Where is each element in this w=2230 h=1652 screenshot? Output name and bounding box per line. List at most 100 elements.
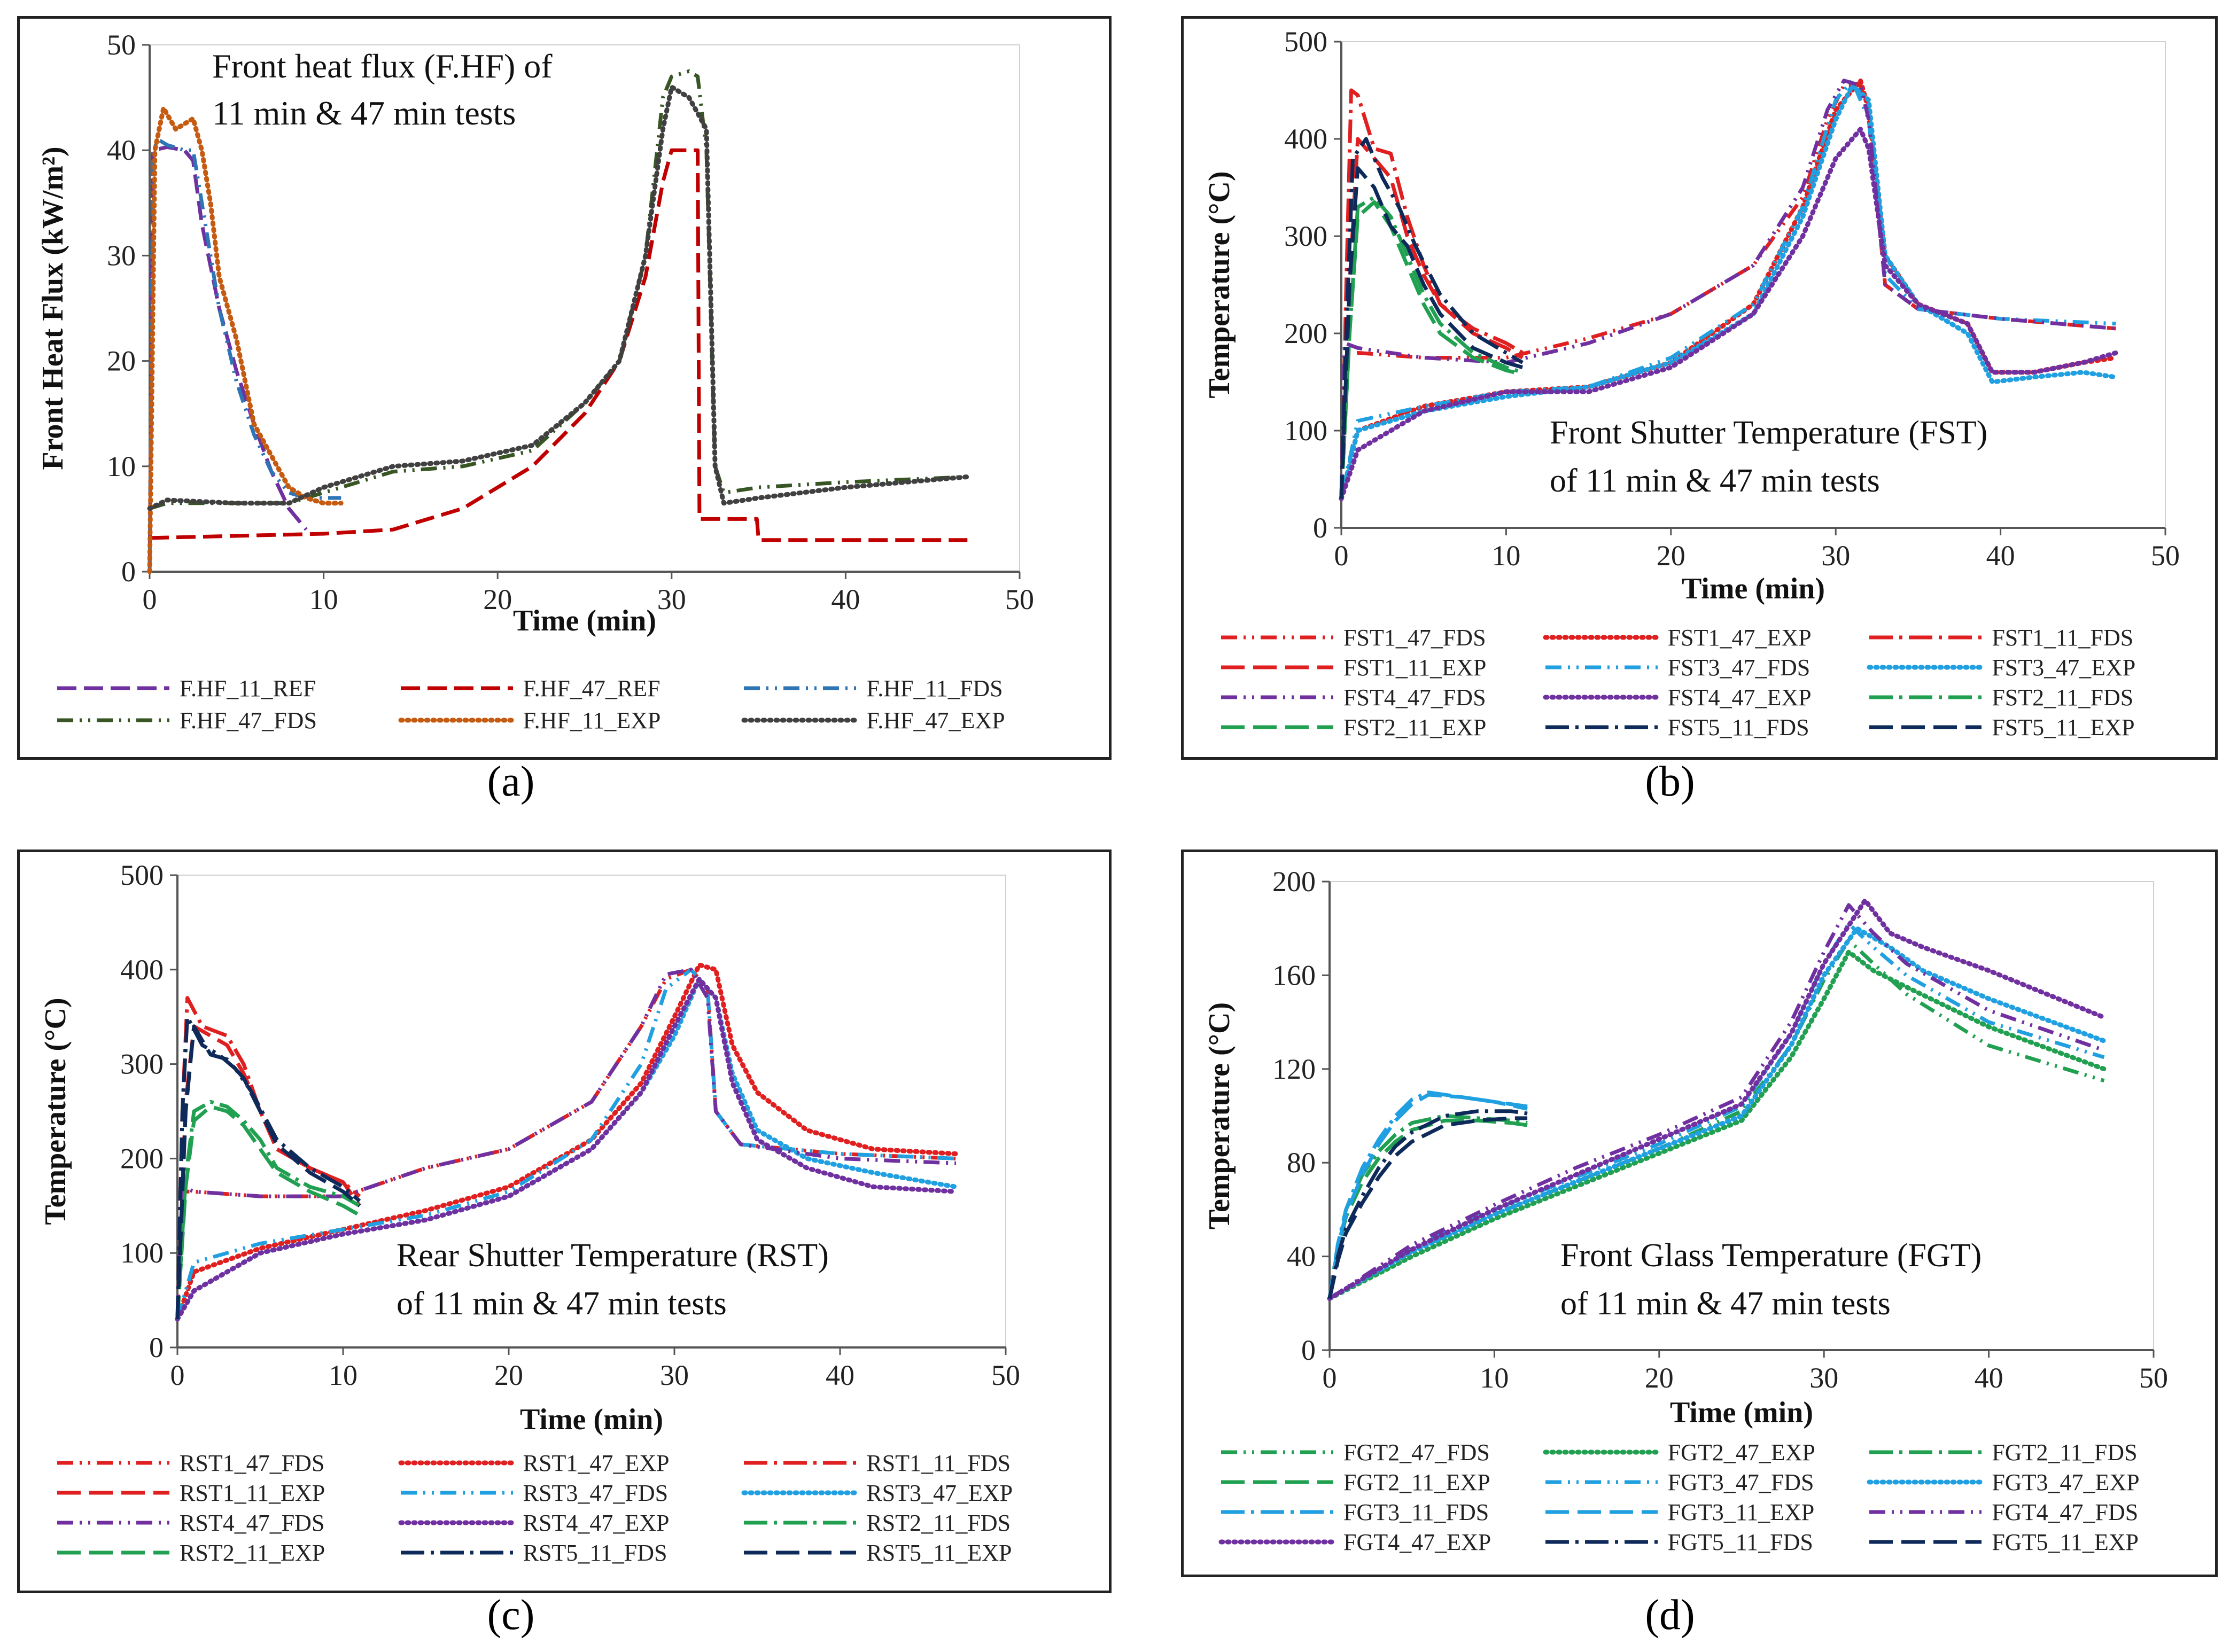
series-line-F.HF_11_REF [147,145,308,572]
y-tick-label: 200 [120,1142,164,1174]
legend-label: FGT5_11_FDS [1667,1529,1813,1555]
legend-item-FGT4_47_FDS: FGT4_47_FDS [1867,1497,2138,1527]
legend-item-RST4_47_EXP: RST4_47_EXP [398,1508,670,1538]
legend-swatch [1221,635,1333,640]
legend-label: RST2_11_EXP [180,1539,325,1566]
y-tick-label: 200 [1272,866,1316,898]
y-tick-label: 100 [1284,415,1327,447]
x-tick-label: 20 [494,1359,523,1391]
x-tick-label: 20 [1645,1362,1674,1394]
legend-label: RST4_47_EXP [523,1509,670,1536]
legend-swatch [741,1490,859,1495]
legend-item-F.HF_47_REF: F.HF_47_REF [398,673,661,703]
chart-annotation: of 11 min & 47 min tests [397,1285,727,1322]
y-tick-label: 160 [1272,959,1316,991]
legend-item-RST5_11_EXP: RST5_11_EXP [741,1538,1012,1568]
legend-item-RST3_47_FDS: RST3_47_FDS [398,1478,668,1508]
panel-c-frame [17,850,1112,1593]
legend-item-F.HF_11_EXP: F.HF_11_EXP [398,705,661,735]
legend-label: FST2_11_FDS [1992,684,2134,711]
series-line-RST5_11_EXP [175,1024,361,1320]
legend-swatch [1221,1510,1333,1514]
x-tick-label: 10 [1480,1362,1509,1394]
legend-item-FGT5_11_FDS: FGT5_11_FDS [1543,1527,1813,1557]
x-tick-label: 20 [483,583,512,615]
legend-label: RST5_11_FDS [523,1539,667,1566]
legend-item-RST4_47_FDS: RST4_47_FDS [55,1508,324,1538]
x-tick-label: 30 [660,1359,689,1391]
legend-swatch [744,686,857,690]
legend-c: RST1_47_FDS RST1_47_EXP RST1_11_FDS RST1_11… [17,1448,1112,1571]
chart-annotation: of 11 min & 47 min tests [1550,463,1880,499]
legend-label: F.HF_47_FDS [180,707,317,734]
y-tick-label: 0 [149,1331,164,1363]
series-line-FGT4_47_EXP [1327,898,2107,1301]
x-tick-label: 30 [1809,1362,1838,1394]
legend-swatch [1867,665,1984,670]
legend-label: FST2_11_EXP [1343,714,1487,741]
series-line-FST2_11_FDS [1339,195,1524,499]
plot-area [1341,41,2166,528]
legend-item-RST2_11_FDS: RST2_11_FDS [741,1508,1011,1538]
series-line-FGT3_11_EXP [1327,1093,1528,1299]
caption-a: (a) [487,758,535,805]
legend-item-FGT2_47_FDS: FGT2_47_FDS [1218,1437,1490,1467]
x-tick-label: 0 [1323,1362,1337,1394]
legend-swatch [1221,725,1333,729]
y-tick-label: 20 [107,345,136,377]
legend-item-RST1_11_EXP: RST1_11_EXP [55,1478,325,1508]
y-axis-label: Temperature (°C) [1203,1002,1236,1229]
series-line-FGT2_47_EXP [1327,949,2107,1301]
series-line-F.HF_47_EXP [147,84,970,511]
y-tick-label: 300 [120,1048,164,1080]
legend-item-FGT4_47_EXP: FGT4_47_EXP [1218,1527,1491,1557]
legend-item-FGT2_47_EXP: FGT2_47_EXP [1543,1437,1815,1467]
legend-item-FST5_11_FDS: FST5_11_FDS [1543,712,1809,742]
legend-item-FST5_11_EXP: FST5_11_EXP [1867,712,2135,742]
legend-item-RST3_47_EXP: RST3_47_EXP [741,1478,1013,1508]
series-line-FST3_47_EXP [1339,83,2118,501]
series-line-FST4_47_EXP [1339,127,2118,501]
y-tick-label: 400 [120,954,164,986]
series-line-RST4_47_FDS [175,968,957,1320]
legend-swatch [57,1550,169,1555]
legend-item-FST2_11_FDS: FST2_11_FDS [1867,682,2133,712]
legend-label: RST5_11_EXP [866,1539,1012,1566]
legend-item-FGT5_11_EXP: FGT5_11_EXP [1867,1527,2139,1557]
series-line-FST1_11_FDS [1339,88,1524,499]
legend-item-RST1_47_FDS: RST1_47_FDS [55,1448,324,1478]
legend-item-FST3_47_EXP: FST3_47_EXP [1867,652,2135,682]
panel-b-frame [1181,16,2218,760]
series-line-FST4_47_FDS [1339,79,2116,499]
legend-item-FST4_47_FDS: FST4_47_FDS [1218,682,1486,712]
legend-item-FGT3_47_EXP: FGT3_47_EXP [1867,1467,2140,1497]
legend-label: RST1_11_EXP [180,1479,325,1506]
series-line-FST5_11_EXP [1339,166,1524,499]
y-tick-label: 40 [1287,1241,1316,1273]
legend-item-RST1_47_EXP: RST1_47_EXP [398,1448,669,1478]
legend-label: RST2_11_FDS [866,1509,1011,1536]
legend-item-FST1_47_FDS: FST1_47_FDS [1218,622,1486,652]
legend-label: RST1_47_FDS [180,1450,325,1476]
x-tick-label: 10 [329,1359,358,1391]
legend-label: F.HF_11_REF [180,675,316,702]
series-line-RST5_11_FDS [175,1015,361,1320]
legend-item-FGT3_11_EXP: FGT3_11_EXP [1543,1497,1815,1527]
x-tick-label: 20 [1657,540,1685,572]
legend-label: FGT3_11_EXP [1667,1499,1815,1525]
x-tick-label: 50 [1005,583,1034,615]
series-line-RST2_11_EXP [175,1104,361,1320]
legend-swatch [398,1460,516,1466]
y-tick-label: 10 [107,450,136,482]
legend-label: FGT3_47_EXP [1992,1469,2140,1495]
legend-swatch [57,1491,169,1495]
x-tick-label: 0 [143,583,157,615]
chart-annotation: Rear Shutter Temperature (RST) [397,1237,829,1274]
series-line-FGT5_11_FDS [1327,1109,1528,1299]
legend-swatch [1545,1510,1658,1514]
caption-d: (d) [1645,1592,1695,1639]
legend-label: RST3_47_FDS [523,1479,669,1506]
legend-label: RST3_47_EXP [866,1479,1013,1506]
legend-swatch [1869,695,1982,699]
